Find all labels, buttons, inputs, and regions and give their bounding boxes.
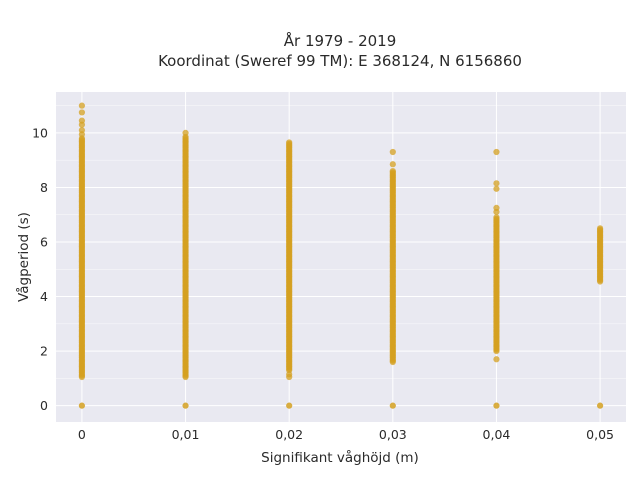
data-point: [493, 214, 500, 221]
x-axis-title: Signifikant våghöjd (m): [261, 449, 419, 466]
data-point: [493, 148, 500, 156]
data-point: [182, 129, 189, 137]
data-point: [389, 148, 396, 156]
x-tick-label-1: 0,01: [172, 427, 200, 442]
data-points: [78, 102, 604, 409]
x-tick-label-0: 0: [78, 427, 86, 442]
chart-title-line-1: År 1979 - 2019: [284, 31, 397, 50]
y-axis-title: Vågperiod (s): [15, 212, 32, 302]
series-column-3: [389, 148, 396, 409]
data-point-zero: [389, 402, 396, 409]
data-point: [389, 167, 396, 175]
data-point: [78, 127, 86, 134]
data-point: [493, 204, 500, 212]
data-point: [493, 180, 500, 187]
y-tick-label-0: 0: [40, 398, 48, 413]
y-tick-label-1: 2: [40, 344, 48, 359]
data-point: [493, 185, 500, 192]
data-point-zero: [596, 402, 604, 409]
y-tick-labels: 0 2 4 6 8 10: [32, 125, 48, 413]
y-tick-label-2: 4: [40, 289, 48, 304]
series-column-2: [286, 139, 293, 409]
data-point: [596, 225, 604, 232]
x-tick-label-4: 0,04: [483, 427, 511, 442]
data-point: [78, 109, 86, 116]
chart-title-line-2: Koordinat (Sweref 99 TM): E 368124, N 61…: [158, 52, 522, 70]
x-tick-labels: 0 0,01 0,02 0,03 0,04 0,05: [78, 427, 614, 442]
data-point-zero: [286, 402, 293, 409]
data-point: [78, 102, 86, 109]
data-point: [389, 161, 396, 168]
data-point-zero: [493, 402, 500, 409]
y-tick-label-4: 8: [40, 180, 48, 195]
series-column-4: [493, 148, 500, 409]
data-point: [286, 371, 293, 378]
data-point: [286, 139, 293, 146]
y-tick-label-3: 6: [40, 235, 48, 250]
x-tick-label-5: 0,05: [586, 427, 614, 442]
x-tick-label-3: 0,03: [379, 427, 407, 442]
y-tick-label-5: 10: [32, 125, 48, 140]
data-point: [78, 117, 86, 124]
data-point: [493, 356, 500, 363]
data-point-zero: [182, 402, 189, 409]
series-column-0: [78, 102, 86, 409]
data-point-zero: [78, 402, 86, 409]
series-column-1: [182, 129, 189, 409]
series-column-5: [596, 225, 604, 409]
x-tick-label-2: 0,02: [275, 427, 303, 442]
plot-area: [56, 92, 626, 422]
